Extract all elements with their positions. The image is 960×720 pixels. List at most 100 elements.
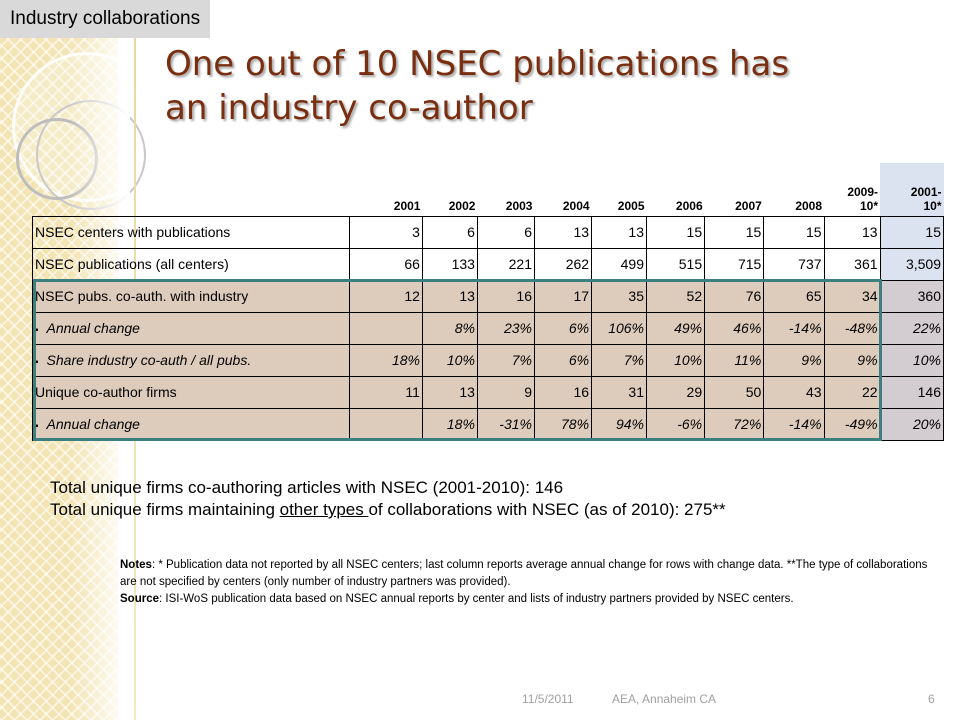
- table-cell: 35: [591, 279, 647, 313]
- table-cell: 9%: [763, 343, 825, 377]
- row-label: ▪ Annual change: [31, 407, 351, 441]
- column-header-line: 2006: [675, 198, 703, 213]
- row-label: ▪ Annual change: [31, 311, 351, 345]
- table-cell: 13: [421, 279, 478, 313]
- table-cell: 22: [823, 375, 881, 409]
- footer-event: AEA, Annaheim CA: [612, 692, 717, 706]
- table-cell: 13: [823, 215, 881, 249]
- table-cell: 715: [704, 247, 765, 281]
- table-cell: 262: [533, 247, 593, 281]
- row-label-text: NSEC pubs. co-auth. with industry: [35, 288, 249, 304]
- table-row: ▪ Share industry co-auth / all pubs. 18% 10…: [31, 343, 945, 377]
- column-header-line: 2008: [795, 198, 823, 213]
- table-cell: 499: [591, 247, 647, 281]
- column-header: 2009- 10*: [824, 163, 880, 216]
- column-header-line: 2003: [505, 198, 533, 213]
- table-cell: 18%: [349, 343, 423, 377]
- table-cell: 8%: [421, 311, 478, 345]
- row-label: NSEC pubs. co-auth. with industry: [31, 279, 351, 313]
- table-cell: 31: [591, 375, 647, 409]
- row-label-text: Annual change: [46, 416, 140, 432]
- table-cell: 13: [421, 375, 478, 409]
- section-tag: Industry collaborations: [0, 0, 211, 38]
- column-header: 2001: [350, 163, 423, 216]
- table-cell: 22%: [879, 311, 945, 345]
- row-label-text: NSEC publications (all centers): [35, 256, 229, 272]
- column-header: 2007: [705, 163, 764, 216]
- table-header-row: 2001 2002 2003 2004 2005 2006 2007 2008 2009- 10*…: [33, 163, 944, 216]
- table-cell: 6%: [533, 343, 593, 377]
- title-line-2: an industry co-author: [165, 88, 533, 128]
- table-cell: -14%: [763, 311, 825, 345]
- column-header-line: 2001: [393, 198, 421, 213]
- table-cell: 12: [349, 279, 423, 313]
- publications-table: 2001 2002 2003 2004 2005 2006 2007 2008 2009- 10*…: [31, 163, 945, 441]
- column-header-line: 2009-: [847, 184, 879, 199]
- notes-text: : * Publication data not reported by all…: [120, 559, 928, 588]
- slide-title: One out of 10 NSEC publications has an i…: [165, 42, 925, 130]
- table-cell: 6: [421, 215, 478, 249]
- column-header: 2006: [647, 163, 705, 216]
- table-cell: 66: [349, 247, 423, 281]
- table-cell: 78%: [533, 407, 593, 441]
- bullet-icon: ▪: [35, 421, 39, 432]
- column-header: 2002: [422, 163, 477, 216]
- table-cell: 360: [879, 279, 945, 313]
- table-cell: 13: [533, 215, 593, 249]
- table-cell: 34: [823, 279, 881, 313]
- column-header-line: 10*: [860, 198, 879, 213]
- table-cell: 23%: [476, 311, 535, 345]
- totals-text: Total unique firms maintaining: [50, 500, 280, 519]
- table-cell: 76: [704, 279, 765, 313]
- table-cell: 106%: [591, 311, 647, 345]
- table-cell: 133: [421, 247, 478, 281]
- column-header: 2003: [477, 163, 534, 216]
- table-cell: 515: [645, 247, 706, 281]
- table-cell: 6%: [533, 311, 593, 345]
- table-row: ▪ Annual change 8% 23% 6% 106% 49% 46% -14% -48% 2…: [31, 311, 945, 345]
- table-cell: 15: [704, 215, 765, 249]
- table-cell: 65: [763, 279, 825, 313]
- table-cell: 9: [476, 375, 535, 409]
- table-row: NSEC centers with publications 3 6 6 13 13 15 1…: [31, 215, 945, 249]
- column-header-line: 2005: [617, 198, 645, 213]
- column-header: 2001- 10*: [880, 163, 944, 216]
- total-coauthor-firms: Total unique firms co-authoring articles…: [50, 478, 564, 497]
- footer-date: 11/5/2011: [522, 692, 574, 706]
- source-paragraph: Source: ISI-WoS publication data based o…: [120, 591, 940, 608]
- table-cell: 737: [763, 247, 825, 281]
- row-label: NSEC publications (all centers): [31, 247, 351, 281]
- table-cell: -48%: [823, 311, 881, 345]
- table-cell: 11%: [704, 343, 765, 377]
- notes-paragraph: Notes: * Publication data not reported b…: [120, 557, 940, 591]
- table-cell: 6: [476, 215, 535, 249]
- column-header: 2005: [592, 163, 647, 216]
- table-cell: -31%: [476, 407, 535, 441]
- totals-underlined-text: other types: [279, 500, 369, 519]
- table-cell: 10%: [645, 343, 706, 377]
- table-cell: 9%: [823, 343, 881, 377]
- table-cell: 16: [476, 279, 535, 313]
- row-label: NSEC centers with publications: [31, 215, 351, 249]
- notes-label: Notes: [120, 559, 152, 571]
- row-label-text: Annual change: [46, 320, 140, 336]
- row-label-text: Unique co-author firms: [35, 384, 177, 400]
- table-cell: 50: [704, 375, 765, 409]
- table-cell: 7%: [591, 343, 647, 377]
- notes-block: Notes: * Publication data not reported b…: [120, 557, 940, 608]
- table-cell: 146: [879, 375, 945, 409]
- column-header-line: 2007: [735, 198, 762, 213]
- table-row: NSEC publications (all centers) 66 133 221 2…: [31, 247, 945, 281]
- table-cell: 17: [533, 279, 593, 313]
- table-cell: 10%: [421, 343, 478, 377]
- source-label: Source: [120, 593, 159, 605]
- table-row: ▪ Annual change 18% -31% 78% 94% -6% 72% -14% -49…: [31, 407, 945, 441]
- footer-page-number: 6: [928, 692, 935, 706]
- title-line-1: One out of 10 NSEC publications has: [165, 44, 790, 84]
- table-cell: 52: [645, 279, 706, 313]
- bullet-icon: ▪: [35, 357, 39, 368]
- table-cell: 15: [763, 215, 825, 249]
- table-cell: 3,509: [879, 247, 945, 281]
- table-cell: -14%: [763, 407, 825, 441]
- table-cell: -6%: [645, 407, 706, 441]
